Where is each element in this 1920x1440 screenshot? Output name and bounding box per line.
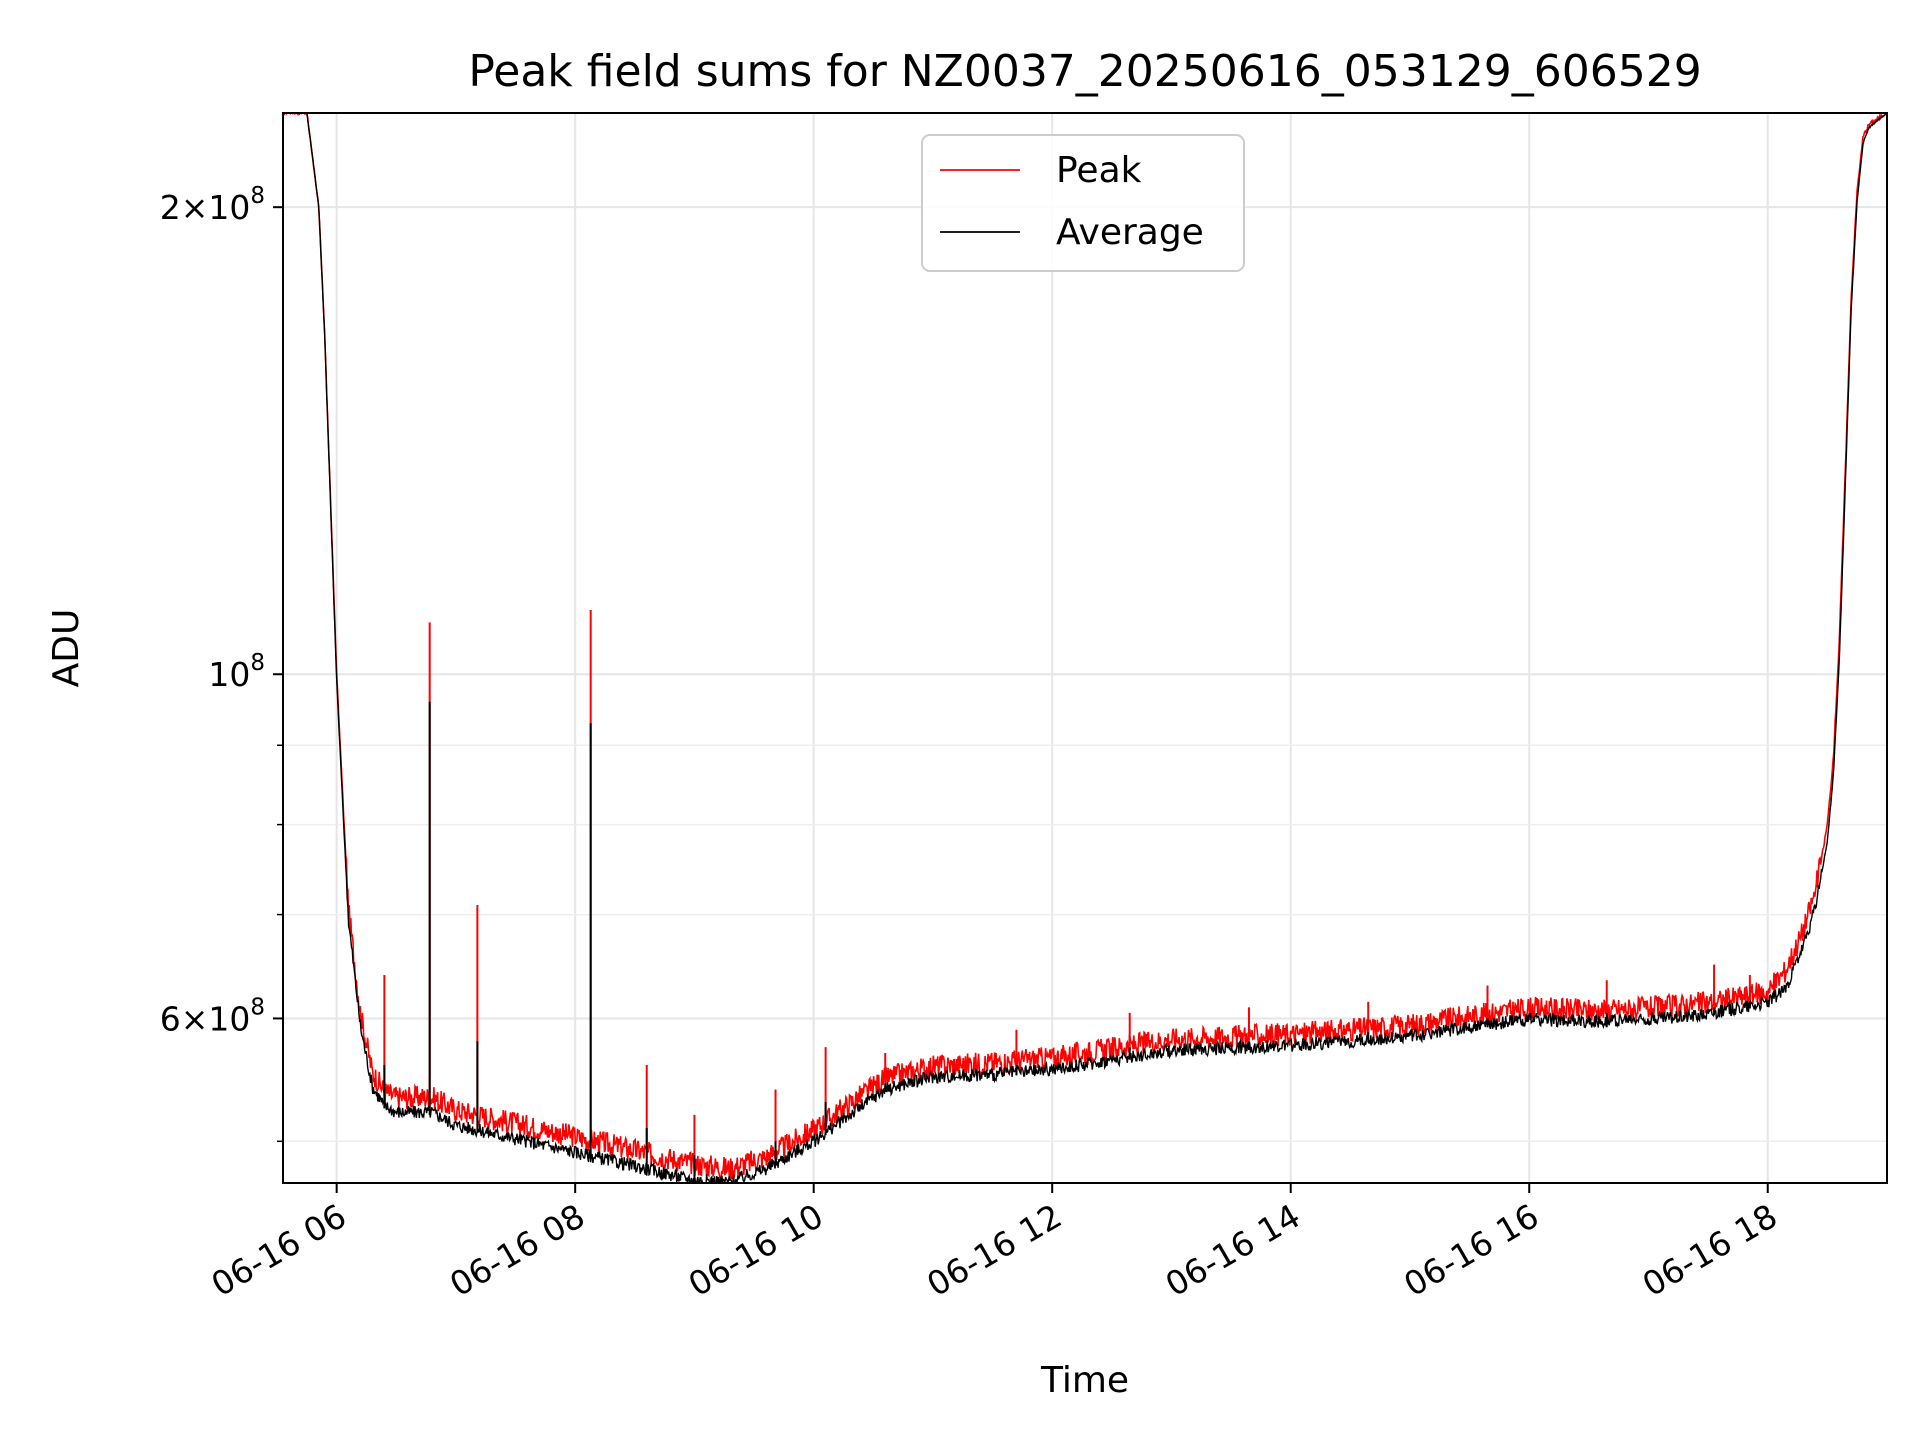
y-axis-label: ADU (46, 609, 87, 688)
legend-label-peak: Peak (1056, 150, 1142, 191)
y-tick-label-base: 10 (208, 655, 250, 694)
y-tick-label: 2×108 (160, 183, 265, 227)
y-tick-label-base: 6×10 (160, 999, 251, 1038)
x-axis-label: Time (1040, 1360, 1129, 1401)
chart-title: Peak field sums for NZ0037_20250616_0531… (468, 46, 1701, 97)
y-tick-label-exponent: 8 (250, 994, 265, 1020)
y-tick-label-base: 2×10 (160, 188, 251, 227)
y-tick-label: 6×108 (160, 994, 265, 1038)
y-tick-label-exponent: 8 (250, 650, 265, 676)
plot-frame (282, 112, 1888, 1184)
y-tick-label: 108 (208, 650, 265, 694)
average-series-line (283, 113, 1887, 1183)
legend-label-average: Average (1056, 212, 1204, 253)
legend: Peak Average (921, 134, 1245, 272)
series-lines (283, 113, 1887, 1183)
legend-box (921, 134, 1245, 272)
y-tick-label-exponent: 8 (250, 183, 265, 209)
